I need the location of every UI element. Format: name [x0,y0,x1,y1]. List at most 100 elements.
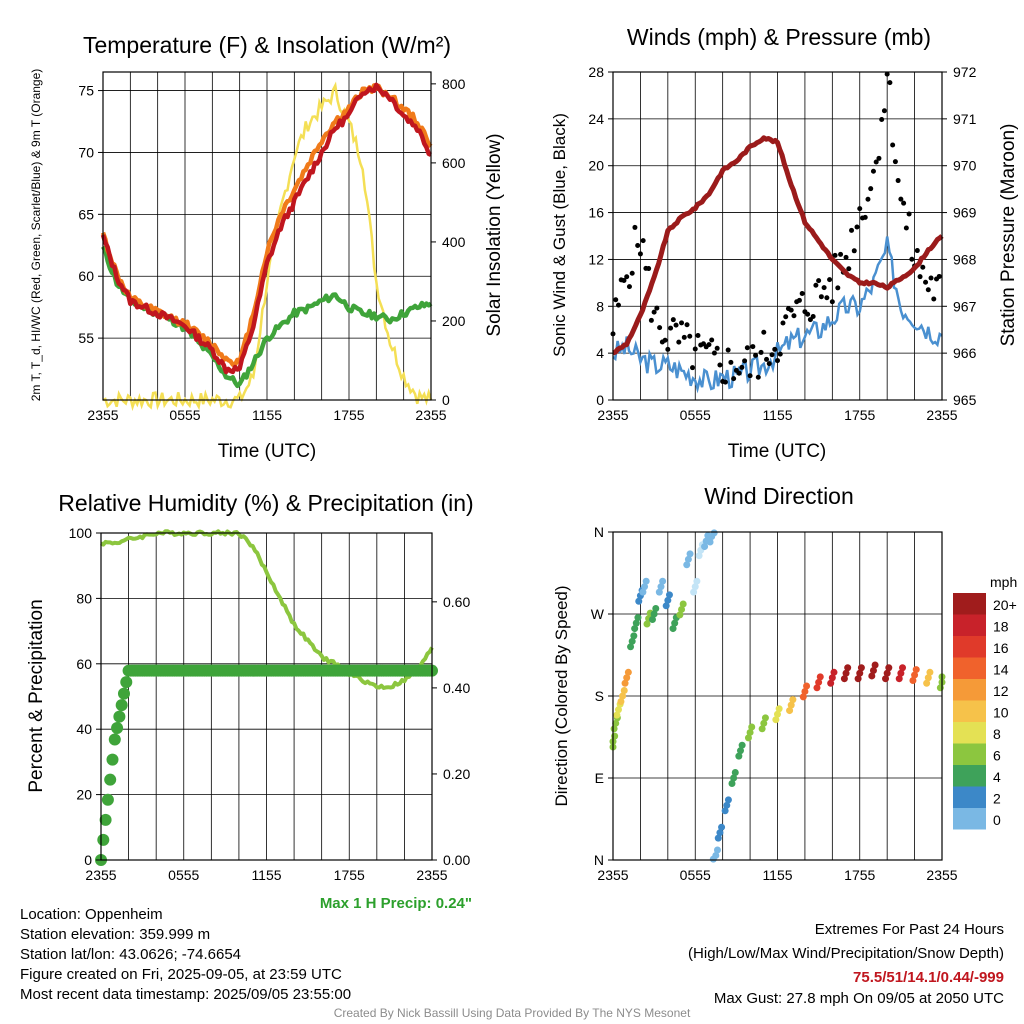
x-tick-label: 2355 [415,407,446,423]
wind-ylabel-right: Station Pressure (Maroon) [998,124,1019,347]
direction-point [716,829,724,837]
legend-swatch [953,657,986,679]
gust-point [791,313,797,319]
gust-point [646,266,652,272]
gust-point [873,159,879,165]
direction-point [924,674,932,682]
direction-point [772,716,780,724]
direction-point [736,747,744,755]
legend-label: 18 [993,619,1009,635]
gust-point [673,322,679,328]
direction-point [735,752,743,760]
direction-point [610,725,618,733]
direction-point [748,723,756,731]
extremes-subtitle: (High/Low/Max Wind/Precipitation/Snow De… [688,945,1004,962]
gust-point [722,379,728,385]
direction-point [775,705,783,713]
gust-point [796,297,802,303]
direction-point [746,728,754,736]
direction-point [621,679,629,687]
temp-panel: Temperature (F) & Insolation (W/m²) 2355… [29,32,505,462]
gust-point [615,302,621,308]
direction-point [761,714,769,722]
direction-point [655,588,663,596]
direction-point [895,675,903,683]
gust-point [761,329,767,335]
gust-point [879,117,885,123]
direction-point [844,664,852,672]
gust-point [676,339,682,345]
gust-point [662,337,668,343]
recent-text: Most recent data timestamp: 2025/09/05 2… [20,986,352,1003]
precip-point [115,699,128,712]
direction-point [801,687,809,695]
y-tick-label: 8 [596,298,604,314]
direction-point [830,668,838,676]
gust-point [843,254,849,260]
x-tick-label: 1755 [844,407,875,423]
temp-ylabel-left: 2m T, T_d, HI/WC (Red, Green, Scarlet/Bl… [29,69,43,402]
extremes-values: 75.5/51/14.1/0.44/-999 [853,969,1004,986]
wind-frame [612,71,943,401]
gust-point [909,256,915,262]
direction-point [679,600,687,608]
direction-point [671,619,679,627]
gust-point [635,243,641,249]
direction-point [648,615,656,623]
direction-point [758,725,766,733]
y-tick-label: W [591,606,605,622]
direction-point [871,661,879,669]
gust-point [884,71,890,77]
direction-point [623,674,631,682]
y2-tick-label: 0 [442,392,450,408]
x-tick-label: 1155 [252,407,282,423]
dir-panel: Wind Direction 2355 0555 1155 1755 2355NESWN… [552,483,1017,883]
x-tick-label: 2355 [926,407,957,423]
gust-point [769,352,775,358]
direction-point [630,632,638,640]
direction-point [738,741,746,749]
max-gust-text: Max Gust: 27.8 mph On 09/05 at 2050 UTC [713,990,1004,1007]
legend-swatch [953,593,986,615]
direction-point [744,734,752,742]
rh-frame [100,532,433,861]
gust-point [898,196,904,202]
direction-point [803,682,811,690]
direction-point [815,678,823,686]
gust-point [717,362,723,368]
latlon-text: Station lat/lon: 43.0626; -74.6654 [20,946,242,963]
direction-point [613,711,621,719]
insolation-line [102,81,433,412]
gust-point [706,342,712,348]
gust-point [813,282,819,288]
legend-label: 10 [993,705,1009,721]
gust-point [742,358,748,364]
x-tick-label: 2355 [416,867,447,883]
direction-point [883,669,891,677]
y-tick-label: 40 [76,721,92,737]
legend-label: 20+ [993,597,1017,613]
y-tick-label: 75 [78,83,94,99]
y2-tick-label: 0.00 [443,852,470,868]
gust-point [624,274,630,280]
gust-point [829,299,835,305]
temp-ylabel-right: Solar Insolation (Yellow) [484,133,505,336]
y-tick-label: 16 [588,205,604,221]
direction-point [669,625,677,633]
y2-tick-label: 400 [442,234,466,250]
precip-point [99,813,112,826]
legend-swatch [953,722,986,744]
gust-point [670,317,676,323]
legend-swatch [953,679,986,701]
gust-point [931,296,937,302]
rh-panel: Relative Humidity (%) & Precipitation (i… [26,490,474,883]
direction-point [714,834,722,842]
gust-point [920,264,926,270]
direction-point [712,851,720,859]
direction-point [923,679,931,687]
gust-point [632,224,638,230]
direction-point [691,583,699,591]
x-tick-label: 1755 [334,867,365,883]
direction-point [724,796,732,804]
legend-swatch [953,743,986,765]
